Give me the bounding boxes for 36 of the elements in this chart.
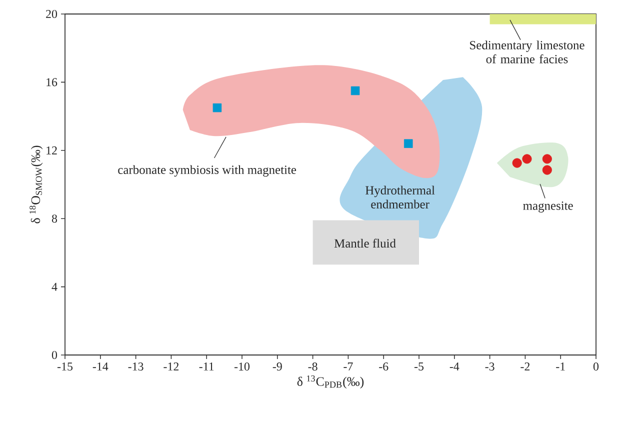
annotation: Sedimentary limestone of marine facies bbox=[470, 40, 584, 64]
point bbox=[404, 139, 413, 148]
y-tick-label: 8 bbox=[52, 214, 58, 223]
x-tick-label: -3 bbox=[485, 362, 494, 371]
point bbox=[522, 154, 532, 164]
y-tick-label: 4 bbox=[52, 282, 58, 291]
point bbox=[542, 165, 552, 175]
x-tick-label: -8 bbox=[308, 362, 318, 371]
x-tick-label: -13 bbox=[128, 362, 144, 371]
x-tick-label: -12 bbox=[164, 362, 179, 370]
x-tick-label: 0 bbox=[593, 362, 599, 371]
annotation: magnesite bbox=[523, 202, 573, 212]
x-tick-label: -6 bbox=[379, 362, 388, 371]
x-tick-label: -5 bbox=[414, 362, 424, 370]
point bbox=[350, 86, 360, 96]
annotation: Hydrothermal endmember bbox=[365, 186, 435, 208]
y-tick-label: 0 bbox=[52, 350, 58, 360]
y-tick-label: 16 bbox=[46, 78, 58, 86]
y-tick-label: 20 bbox=[46, 10, 58, 18]
annotation: Mantle fluid bbox=[334, 238, 396, 248]
x-tick-label: -10 bbox=[234, 362, 250, 371]
x-tick-label: -15 bbox=[57, 362, 73, 371]
x-tick-label: -11 bbox=[199, 362, 214, 370]
x-tick-label: -7 bbox=[344, 362, 353, 370]
x-tick-label: -14 bbox=[92, 362, 108, 370]
x-tick-label: -4 bbox=[450, 362, 460, 370]
x-axis-title: δ $^{13}$C$_{PDB}$(‰) bbox=[297, 375, 364, 389]
y-axis-title: δ $^{18}$O$_{SMOW}$(‰) bbox=[30, 146, 43, 224]
x-tick-label: -1 bbox=[556, 362, 565, 370]
point bbox=[542, 154, 552, 164]
point bbox=[512, 158, 522, 168]
x-tick-label: -2 bbox=[520, 362, 530, 370]
annotation: carbonate symbiosis with magnetite bbox=[118, 165, 296, 177]
x-tick-label: -9 bbox=[272, 362, 282, 371]
y-tick-label: 12 bbox=[46, 146, 57, 154]
point bbox=[212, 103, 222, 112]
